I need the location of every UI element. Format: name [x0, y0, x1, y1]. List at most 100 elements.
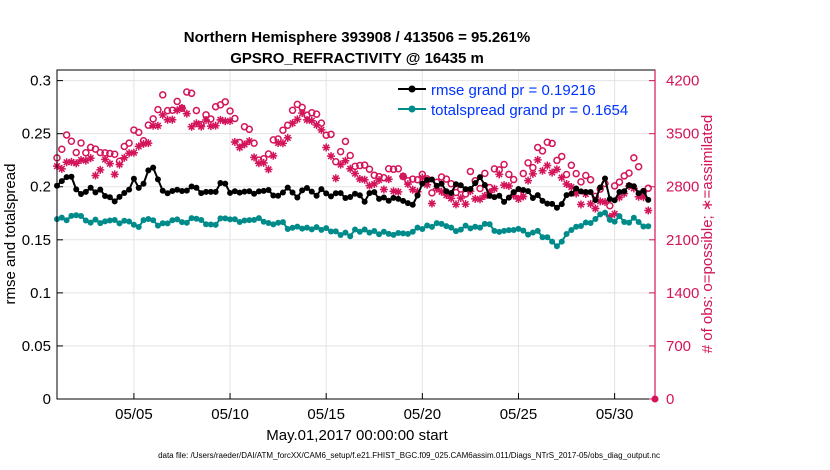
obs-assimilated-point [245, 137, 254, 146]
rmse-point [198, 190, 205, 197]
totalspread-point [505, 227, 512, 234]
totalspread-point [400, 230, 407, 237]
totalspread-point [270, 221, 277, 228]
obs-assimilated-point [437, 187, 446, 196]
rmse-point [573, 185, 580, 192]
rmse-point [424, 176, 431, 183]
obs-assimilated-point [254, 159, 263, 168]
totalspread-point [92, 216, 99, 223]
totalspread-point [352, 226, 359, 233]
obs-assimilated-point [639, 193, 648, 202]
totalspread-point [462, 222, 469, 229]
totalspread-point [597, 211, 604, 218]
totalspread-point [443, 223, 450, 230]
rmse-point [308, 188, 315, 195]
obs-possible-point [466, 167, 475, 176]
rmse-point [102, 192, 109, 199]
obs-assimilated-point [62, 158, 71, 167]
rmse-point [558, 201, 565, 208]
totalspread-point [255, 215, 262, 222]
obs-assimilated-point [442, 191, 451, 200]
obs-assimilated-point [197, 122, 206, 131]
obs-assimilated-point [278, 139, 287, 148]
rmse-point [294, 194, 301, 201]
totalspread-point [284, 225, 291, 232]
totalspread-point [212, 221, 219, 228]
totalspread-point [529, 229, 536, 236]
obs-assimilated-point [456, 194, 465, 203]
rmse-point [203, 188, 210, 195]
y-tick-label-right: 4200 [666, 73, 699, 90]
obs-assimilated-point [552, 165, 561, 174]
totalspread-point [602, 209, 609, 216]
obs-assimilated-point [81, 156, 90, 165]
totalspread-point [102, 218, 109, 225]
obs-assimilated-point [514, 195, 523, 204]
obs-possible-point [125, 139, 133, 147]
obs-possible-point [192, 106, 201, 115]
obs-possible-point [490, 165, 499, 173]
obs-possible-point [500, 160, 508, 169]
obs-assimilated-point [351, 169, 360, 178]
totalspread-point [520, 227, 527, 234]
obs-assimilated-point [355, 175, 364, 184]
rmse-point [328, 193, 335, 200]
rmse-point [577, 188, 584, 195]
rmse-point [414, 192, 421, 199]
totalspread-point [130, 221, 137, 228]
legend-rmse-marker [408, 85, 416, 93]
obs-assimilated-point [519, 192, 528, 201]
rmse-point [400, 197, 407, 204]
obs-possible-point [82, 149, 90, 157]
obs-assimilated-point [644, 206, 653, 215]
totalspread-point [328, 228, 335, 235]
rmse-point [563, 192, 570, 199]
rmse-point [260, 187, 267, 194]
obs-assimilated-point [586, 199, 595, 208]
totalspread-point [97, 220, 104, 227]
totalspread-point [135, 224, 142, 231]
y-tick-label-left: 0 [43, 391, 51, 408]
rmse-point [78, 190, 85, 197]
totalspread-point [376, 231, 383, 238]
rmse-point [361, 198, 368, 205]
obs-assimilated-point [293, 115, 302, 124]
totalspread-point [198, 216, 205, 223]
rmse-point [106, 194, 113, 201]
obs-possible-point [529, 163, 537, 172]
obs-assimilated-point [322, 143, 331, 152]
rmse-point [409, 201, 416, 208]
obs-possible-point [134, 128, 143, 137]
rmse-point [217, 180, 224, 187]
right-axis-origin-marker [651, 395, 659, 403]
obs-assimilated-point [216, 115, 225, 124]
totalspread-point [515, 225, 522, 232]
obs-assimilated-point [187, 122, 196, 131]
totalspread-point [472, 223, 479, 230]
rmse-point [404, 200, 411, 207]
obs-possible-point [67, 137, 76, 145]
chart-subtitle: GPSRO_REFRACTIVITY @ 16435 m [230, 50, 484, 67]
y-axis-label-left: rmse and totalspread [2, 164, 19, 305]
obs-assimilated-point [418, 173, 427, 182]
rmse-point [380, 194, 387, 201]
obs-assimilated-point [408, 185, 417, 194]
rmse-point [486, 192, 493, 199]
obs-possible-point [173, 97, 181, 106]
totalspread-point [582, 219, 589, 226]
obs-assimilated-point [375, 176, 384, 185]
totalspread-point [640, 223, 647, 230]
totalspread-point [332, 228, 339, 235]
obs-assimilated-point [317, 125, 326, 134]
obs-assimilated-point [57, 164, 66, 173]
rmse-point [227, 189, 234, 196]
obs-possible-point [149, 115, 157, 123]
totalspread-point [140, 217, 147, 224]
rmse-point [212, 188, 219, 195]
rmse-point [520, 187, 527, 194]
y-tick-label-right: 2800 [666, 179, 699, 196]
obs-assimilated-point [365, 181, 374, 190]
rmse-point [188, 183, 195, 190]
rmse-point [150, 164, 157, 171]
